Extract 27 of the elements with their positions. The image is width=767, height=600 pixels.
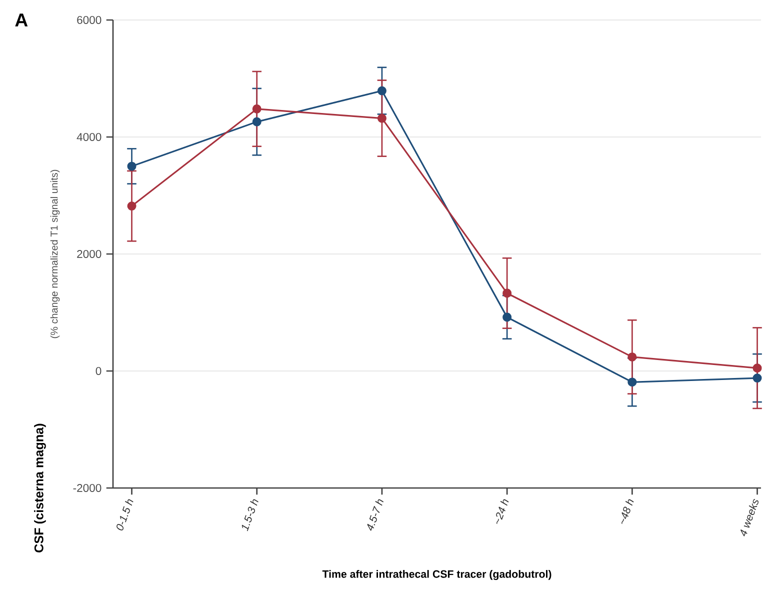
point <box>502 312 512 322</box>
point <box>752 374 762 383</box>
x-tick-label: 0-1.5 h <box>116 499 134 530</box>
x-tick-label: 1.5-3 h <box>242 499 258 532</box>
point <box>127 202 136 211</box>
x-tick-label: ~24 h <box>496 499 509 524</box>
point <box>252 117 262 126</box>
y-axis-title: CSF (cisterna magna) <box>34 424 46 552</box>
point <box>377 114 386 123</box>
y-tick-label: -2000 <box>73 484 102 492</box>
chart-title: A <box>15 14 28 26</box>
point <box>628 352 637 362</box>
y-tick-label: 6000 <box>77 16 102 24</box>
point <box>377 86 386 96</box>
x-axis-title: Time after intrathecal CSF tracer (gadobutrol) <box>322 570 552 580</box>
x-tick-label: ~48 h <box>622 499 634 524</box>
x-tick-label: 4 weeks <box>740 499 759 536</box>
point <box>628 378 637 387</box>
x-tick-label: 4.5-7 h <box>367 499 384 531</box>
point <box>252 104 262 114</box>
y-tick-label: 4000 <box>76 133 102 141</box>
point <box>127 162 136 171</box>
text: (% change normalized T1 signal units) <box>50 170 60 338</box>
point <box>752 364 762 373</box>
y-tick-label: 0 <box>96 367 102 375</box>
y-tick-label: 2000 <box>77 250 102 258</box>
point <box>502 288 512 298</box>
